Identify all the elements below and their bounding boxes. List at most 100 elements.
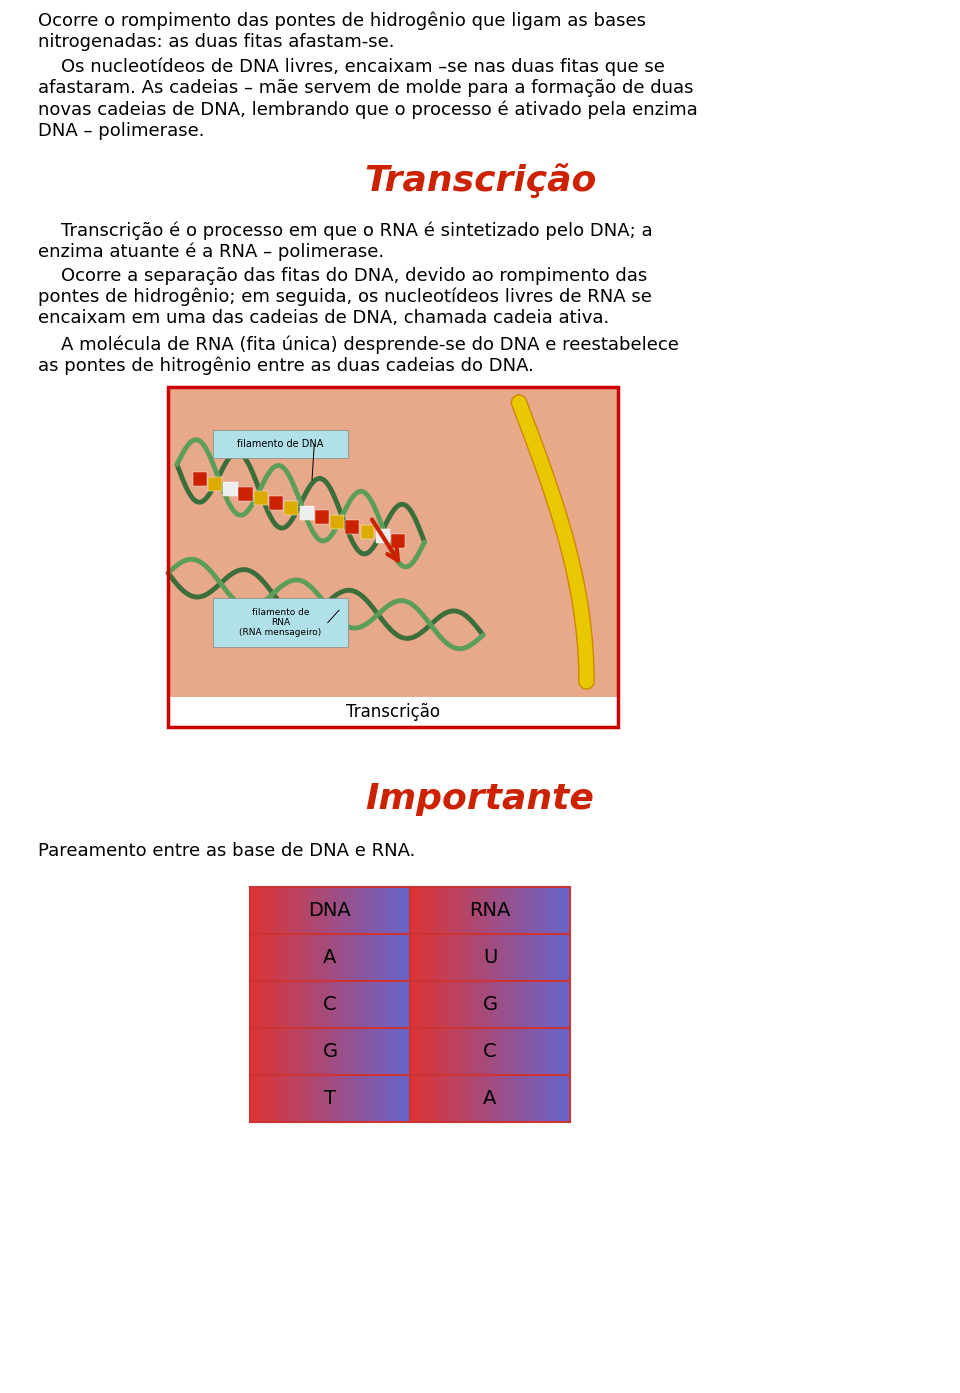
Bar [254,981,256,1028]
Bar [527,981,528,1028]
Bar [530,887,532,933]
Bar [418,887,420,933]
Bar [434,1028,436,1075]
Text: Importante: Importante [366,781,594,816]
Bar [412,933,413,981]
Bar [444,981,445,1028]
Bar [405,1028,407,1075]
Bar [319,933,321,981]
Bar [321,981,322,1028]
Bar [290,933,292,981]
Bar [410,887,412,933]
Bar [370,933,372,981]
Bar [254,1075,256,1121]
Bar [429,933,431,981]
Bar [520,1075,522,1121]
Bar [504,1028,506,1075]
Bar [540,1075,541,1121]
Bar [277,887,278,933]
Bar [277,933,278,981]
Bar [362,933,364,981]
Bar [314,981,316,1028]
Bar [417,887,418,933]
Bar [557,933,559,981]
Bar [413,981,415,1028]
Bar [292,933,293,981]
Bar [516,933,517,981]
Bar [386,887,388,933]
Bar [384,981,386,1028]
Bar [321,1028,322,1075]
Bar [480,1075,482,1121]
Bar [527,887,528,933]
Bar [405,887,407,933]
Bar [517,981,518,1028]
Bar [437,1028,439,1075]
Bar [549,887,551,933]
Bar [388,1028,389,1075]
Bar [258,887,259,933]
Bar [302,981,304,1028]
Bar [537,1028,538,1075]
Bar [381,1075,383,1121]
Bar [511,933,513,981]
Bar [348,1028,349,1075]
Bar [350,981,352,1028]
Bar [271,981,273,1028]
Bar [441,933,442,981]
Bar [465,887,466,933]
Bar [436,1075,437,1121]
Bar [261,981,263,1028]
Bar [429,981,431,1028]
Bar [492,1028,493,1075]
Bar [252,1075,253,1121]
Bar [391,981,393,1028]
Bar [261,1028,263,1075]
Bar [393,1028,394,1075]
Bar [444,933,445,981]
Bar [324,1028,325,1075]
Bar [422,981,424,1028]
Bar [489,1075,490,1121]
Bar [562,933,564,981]
Bar [254,887,256,933]
Bar [533,933,535,981]
Bar [278,981,280,1028]
Bar [391,1028,393,1075]
Bar [565,1075,566,1121]
Text: G: G [483,995,497,1014]
Bar [394,933,396,981]
Text: U: U [483,949,497,967]
Bar [383,933,384,981]
Bar [273,1075,274,1121]
Bar [562,981,564,1028]
Bar [402,1075,403,1121]
Bar [319,1028,321,1075]
Bar [300,933,301,981]
Bar [345,887,346,933]
Bar [460,1028,461,1075]
Bar [386,981,388,1028]
Bar [458,933,460,981]
Bar [397,933,398,981]
Bar [463,1028,465,1075]
Bar [528,1075,530,1121]
Bar [514,933,516,981]
Bar [288,1028,290,1075]
Bar [451,887,453,933]
Bar [523,1075,525,1121]
Bar [412,887,413,933]
Bar [546,1028,547,1075]
Bar [330,1028,331,1075]
Bar [213,598,348,648]
Bar [359,981,360,1028]
Bar [564,933,565,981]
Bar [365,981,367,1028]
Bar [532,1028,533,1075]
Bar [321,933,322,981]
Bar [258,1075,259,1121]
Bar [295,981,297,1028]
Bar [391,933,393,981]
Bar [561,1028,562,1075]
Bar [314,1075,316,1121]
